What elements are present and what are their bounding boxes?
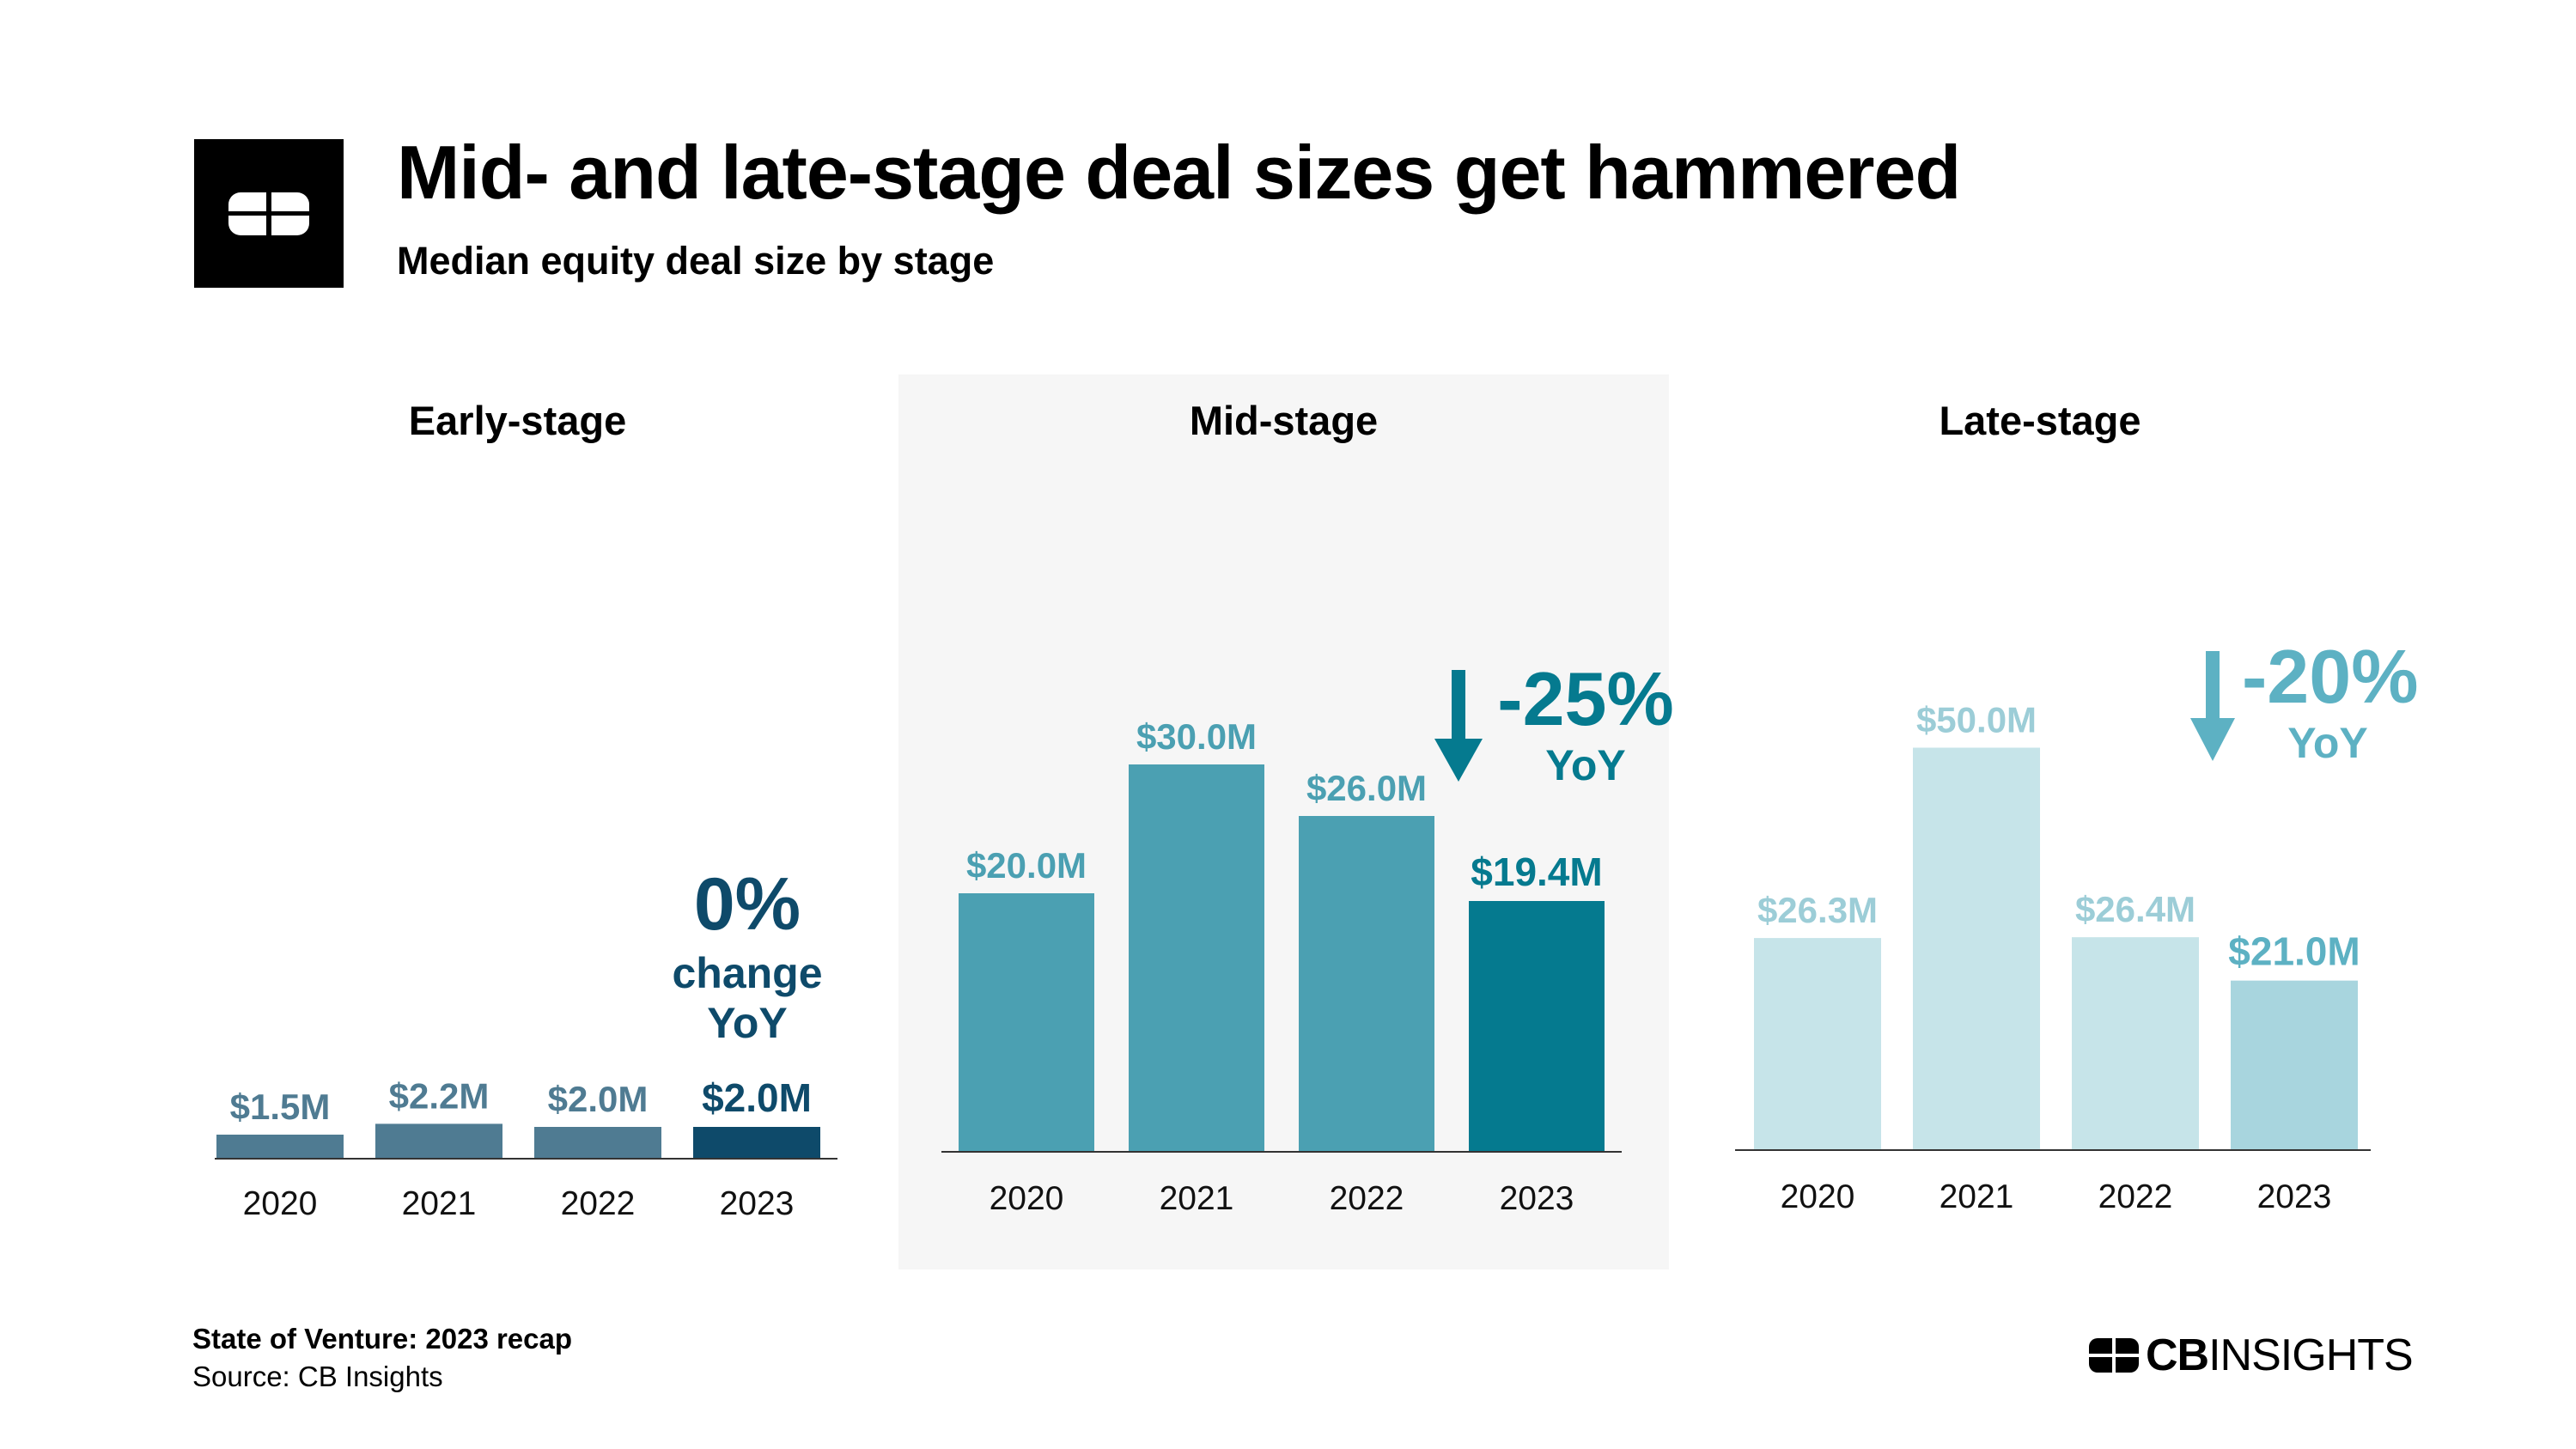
data-label-2023: $19.4M bbox=[1471, 849, 1602, 894]
data-label-2022: $2.0M bbox=[548, 1079, 649, 1119]
annotation-text-yoy: YoY bbox=[2287, 719, 2368, 767]
x-tick-2022: 2022 bbox=[561, 1185, 636, 1222]
x-tick-2020: 2020 bbox=[990, 1180, 1064, 1217]
bar-2023 bbox=[693, 1127, 820, 1158]
data-label-2023: $2.0M bbox=[702, 1075, 812, 1120]
footer-report-title: State of Venture: 2023 recap bbox=[192, 1323, 573, 1355]
bar-2021 bbox=[1913, 747, 2040, 1149]
x-tick-2021: 2021 bbox=[1940, 1178, 2014, 1215]
annotation-percent: -20% bbox=[2242, 634, 2419, 719]
data-label-2021: $50.0M bbox=[1916, 700, 2037, 740]
early-stage-annotation: 0% change YoY bbox=[653, 868, 842, 1044]
annotation-text-change: change bbox=[672, 949, 823, 997]
bar-2020 bbox=[216, 1135, 344, 1158]
wordmark-regular: INSIGHTS bbox=[2208, 1330, 2414, 1380]
annotation-percent: -25% bbox=[1497, 656, 1674, 741]
bar-2021 bbox=[1129, 764, 1264, 1151]
wordmark-text: CBINSIGHTS bbox=[2146, 1330, 2414, 1381]
data-label-2020: $26.3M bbox=[1757, 890, 1878, 930]
bar-2022 bbox=[2072, 937, 2199, 1149]
page-title: Mid- and late-stage deal sizes get hamme… bbox=[397, 130, 1961, 215]
cb-logo-icon bbox=[2089, 1338, 2139, 1373]
bar-2022 bbox=[534, 1127, 661, 1158]
annotation-text-yoy: YoY bbox=[707, 999, 788, 1047]
late-stage-annotation: -20% YoY bbox=[2242, 634, 2419, 767]
panel-title: Early-stage bbox=[408, 398, 627, 443]
late-stage-panel: Late-stage $26.3M 2020 $50.0M 2021 $26.4M 202… bbox=[1709, 374, 2418, 1269]
data-label-2020: $1.5M bbox=[230, 1087, 331, 1127]
x-tick-2022: 2022 bbox=[2098, 1178, 2173, 1215]
early-stage-panel: Early-stage $1.5M 2020 $2.2M 2021 $2.0M 2022 $… bbox=[198, 374, 837, 1269]
x-tick-2023: 2023 bbox=[2257, 1178, 2332, 1215]
bar-2023 bbox=[2231, 980, 2358, 1149]
x-tick-2023: 2023 bbox=[720, 1185, 795, 1222]
bar-2021 bbox=[375, 1123, 502, 1158]
data-label-2023: $21.0M bbox=[2228, 929, 2360, 974]
late-stage-chart: $26.3M 2020 $50.0M 2021 $26.4M 2022 $21.0M 2023 bbox=[1735, 700, 2371, 1215]
panel-title: Mid-stage bbox=[1189, 398, 1379, 443]
data-label-2021: $30.0M bbox=[1136, 716, 1257, 757]
down-arrow-icon bbox=[2190, 651, 2235, 761]
annotation-percent: 0% bbox=[693, 863, 801, 946]
early-stage-chart: $1.5M 2020 $2.2M 2021 $2.0M 2022 $2.0M 2023 bbox=[215, 1075, 837, 1222]
cb-logo-icon bbox=[228, 192, 309, 235]
data-label-2020: $20.0M bbox=[966, 845, 1087, 886]
mid-stage-annotation: -25% YoY bbox=[1491, 656, 1680, 789]
mid-stage-panel: Mid-stage $20.0M 2020 $30.0M 2021 $26.0M 2022… bbox=[898, 374, 1674, 1269]
cb-insights-logo bbox=[194, 139, 344, 288]
bar-2023 bbox=[1469, 901, 1605, 1151]
x-tick-2023: 2023 bbox=[1500, 1180, 1574, 1217]
wordmark-bold: CB bbox=[2146, 1330, 2209, 1380]
annotation-text-yoy: YoY bbox=[1545, 741, 1626, 789]
data-label-2021: $2.2M bbox=[389, 1075, 490, 1116]
bar-2022 bbox=[1299, 816, 1434, 1151]
x-tick-2020: 2020 bbox=[1781, 1178, 1855, 1215]
x-tick-2020: 2020 bbox=[243, 1185, 318, 1222]
bar-2020 bbox=[959, 893, 1094, 1151]
x-tick-2022: 2022 bbox=[1330, 1180, 1404, 1217]
x-tick-2021: 2021 bbox=[402, 1185, 477, 1222]
page-subtitle: Median equity deal size by stage bbox=[397, 239, 995, 283]
data-label-2022: $26.0M bbox=[1306, 768, 1427, 808]
mid-stage-chart: $20.0M 2020 $30.0M 2021 $26.0M 2022 $19.4M 2023 bbox=[941, 716, 1622, 1217]
data-label-2022: $26.4M bbox=[2075, 889, 2195, 929]
x-tick-2021: 2021 bbox=[1160, 1180, 1234, 1217]
bar-2020 bbox=[1754, 938, 1881, 1149]
footer-source: Source: CB Insights bbox=[192, 1361, 443, 1392]
panel-title: Late-stage bbox=[1939, 398, 2141, 443]
down-arrow-icon bbox=[1434, 670, 1483, 782]
